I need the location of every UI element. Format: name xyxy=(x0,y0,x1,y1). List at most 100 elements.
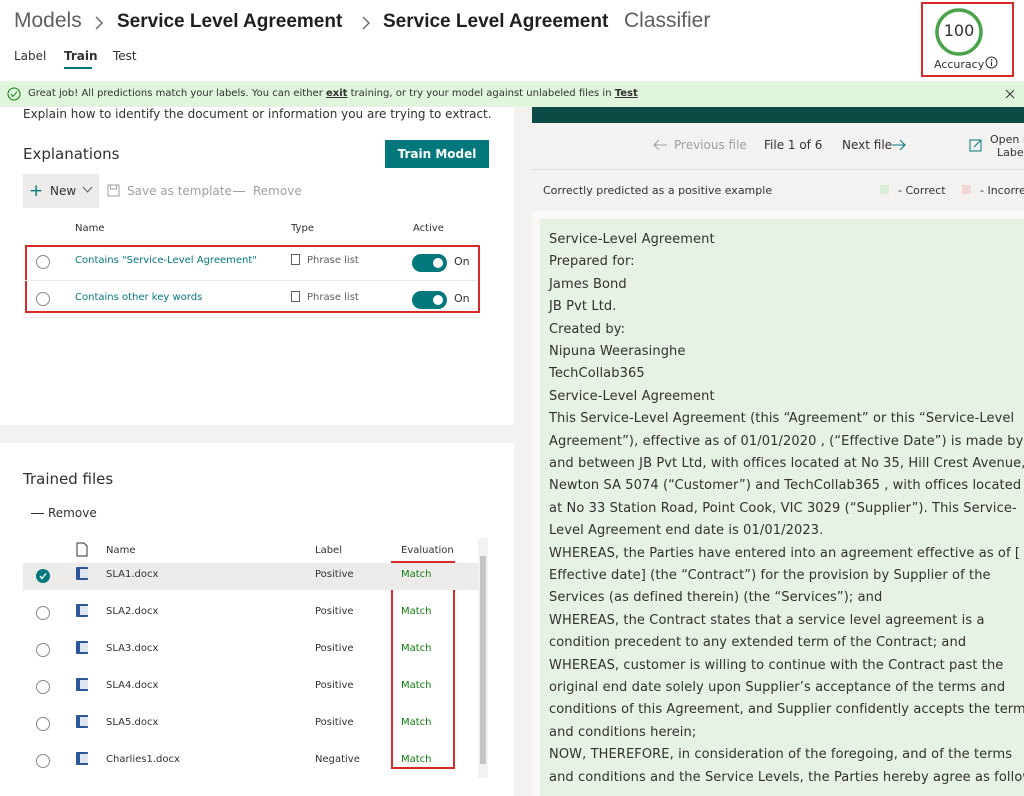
radio[interactable] xyxy=(36,680,50,694)
word-icon xyxy=(76,678,88,691)
document-line: at No 33 Station Road, Point Cook, VIC 3… xyxy=(549,500,1017,516)
open-labeler[interactable]: Label xyxy=(997,146,1024,159)
file-label: Positive xyxy=(315,680,354,691)
file-name[interactable]: SLA4.docx xyxy=(106,680,159,691)
document-line: WHEREAS, the Parties have entered into a… xyxy=(549,545,1021,561)
minus-icon xyxy=(31,513,44,514)
breadcrumb-link[interactable]: Service Level Agreement xyxy=(112,8,348,36)
info-icon[interactable] xyxy=(985,56,998,69)
breadcrumb-current: Service Level Agreement xyxy=(383,11,609,32)
row-divider xyxy=(23,317,478,318)
file-name[interactable]: SLA3.docx xyxy=(106,643,159,654)
word-icon xyxy=(76,641,88,654)
highlight-box xyxy=(25,245,480,313)
document-line: and between JB Pvt Ltd, with offices loc… xyxy=(549,456,1024,471)
breadcrumb-suffix: Classifier xyxy=(624,9,711,32)
highlight-box xyxy=(391,561,455,769)
section-title: Trained files xyxy=(23,470,114,488)
document-line: WHEREAS, customer is willing to continue… xyxy=(549,657,1004,673)
word-icon xyxy=(76,567,88,580)
viewer-topbar xyxy=(532,107,1024,123)
type-icon xyxy=(291,254,300,265)
check-icon xyxy=(7,87,21,101)
file-name[interactable]: Charlies1.docx xyxy=(106,754,180,765)
column-header: Active xyxy=(413,223,444,234)
file-name[interactable]: SLA2.docx xyxy=(106,606,159,617)
file-label: Positive xyxy=(315,606,354,617)
explanation-type: Phrase list xyxy=(307,255,359,266)
file-name[interactable]: SLA1.docx xyxy=(106,569,159,580)
arrow-left xyxy=(653,139,667,151)
checked-radio[interactable] xyxy=(36,569,50,583)
radio[interactable] xyxy=(36,754,50,768)
previous-file[interactable]: Previous file xyxy=(674,138,747,152)
open-labeler[interactable]: Open i xyxy=(990,133,1024,146)
train-model-button[interactable]: Train Model xyxy=(385,140,489,168)
banner-link[interactable]: Test xyxy=(614,88,638,99)
document-line: condition precedent to any extended term… xyxy=(549,635,967,651)
document-line: Service-Level Agreement xyxy=(549,232,715,247)
file-header-icon xyxy=(76,542,88,557)
file-label: Negative xyxy=(315,754,360,765)
toolbar-button[interactable]: Save as template xyxy=(127,184,232,198)
explanation-name[interactable]: Contains other key words xyxy=(75,292,203,303)
toolbar-button[interactable]: New xyxy=(50,184,77,198)
save-icon xyxy=(107,184,120,197)
remove-button[interactable]: Remove xyxy=(48,506,97,520)
status-row xyxy=(532,171,1024,211)
document-line: and conditions and the Service Levels, t… xyxy=(549,769,1024,785)
evaluation: Match xyxy=(401,643,432,654)
highlight-box xyxy=(921,2,1014,77)
evaluation: Match xyxy=(401,569,432,580)
radio[interactable] xyxy=(36,292,50,306)
tab[interactable]: Test xyxy=(113,49,137,63)
column-header: Name xyxy=(106,545,136,556)
explanation-name[interactable]: Contains "Service-Level Agreement" xyxy=(75,255,257,266)
document-line: Prepared for: xyxy=(549,254,635,270)
document-line: and conditions herein; xyxy=(549,724,697,740)
toggle[interactable] xyxy=(412,291,447,309)
document-line: TechCollab365 xyxy=(549,366,645,382)
document-line: This Service-Level Agreement (this “Agre… xyxy=(549,411,1015,427)
toolbar-button[interactable]: Remove xyxy=(253,184,302,198)
success-banner xyxy=(0,81,1024,107)
radio[interactable] xyxy=(36,717,50,731)
close-button[interactable] xyxy=(1004,88,1016,100)
radio[interactable] xyxy=(36,255,50,269)
document-line: JB Pvt Ltd. xyxy=(549,299,617,315)
document-line: Effective date] (the “Contract”) for the… xyxy=(549,568,991,583)
next-file[interactable]: Next file xyxy=(842,138,893,152)
document-line: conditions of this Agreement, and Suppli… xyxy=(549,702,1024,718)
scrollbar-thumb[interactable] xyxy=(480,556,486,764)
document-page: Service-Level Agreement Prepared for: Jame… xyxy=(540,219,1024,796)
tab[interactable]: Label xyxy=(14,49,47,63)
file-name[interactable]: SLA5.docx xyxy=(106,717,159,728)
word-icon xyxy=(76,715,88,728)
banner-link[interactable]: exit xyxy=(326,88,348,99)
evaluation: Match xyxy=(401,754,432,765)
edit-icon xyxy=(969,139,982,152)
file-counter: File 1 of 6 xyxy=(764,138,823,152)
arrow-right xyxy=(892,139,906,151)
plus-icon: + xyxy=(29,181,44,201)
legend-swatch xyxy=(962,185,971,194)
legend-label: - Incorre xyxy=(980,184,1024,197)
evaluation: Match xyxy=(401,717,432,728)
toggle-label: On xyxy=(454,255,470,268)
section-title: Explanations xyxy=(23,145,120,163)
document-line: Nipuna Weerasinghe xyxy=(549,344,686,359)
toggle[interactable] xyxy=(412,254,447,272)
tab-selected[interactable]: Train xyxy=(64,49,98,63)
radio[interactable] xyxy=(36,643,50,657)
breadcrumb-link[interactable]: Models xyxy=(14,9,82,32)
word-icon xyxy=(76,752,88,765)
banner-text: Great job! All predictions match your la… xyxy=(28,88,638,99)
selected-row[interactable] xyxy=(23,563,478,590)
word-icon xyxy=(76,604,88,617)
evaluation: Match xyxy=(401,680,432,691)
document-line: Agreement”), effective as of 01/01/2020 … xyxy=(549,433,1024,449)
trained-files-card xyxy=(0,443,514,796)
toggle-label: On xyxy=(454,292,470,305)
document-line: Created by: xyxy=(549,321,626,337)
radio[interactable] xyxy=(36,606,50,620)
